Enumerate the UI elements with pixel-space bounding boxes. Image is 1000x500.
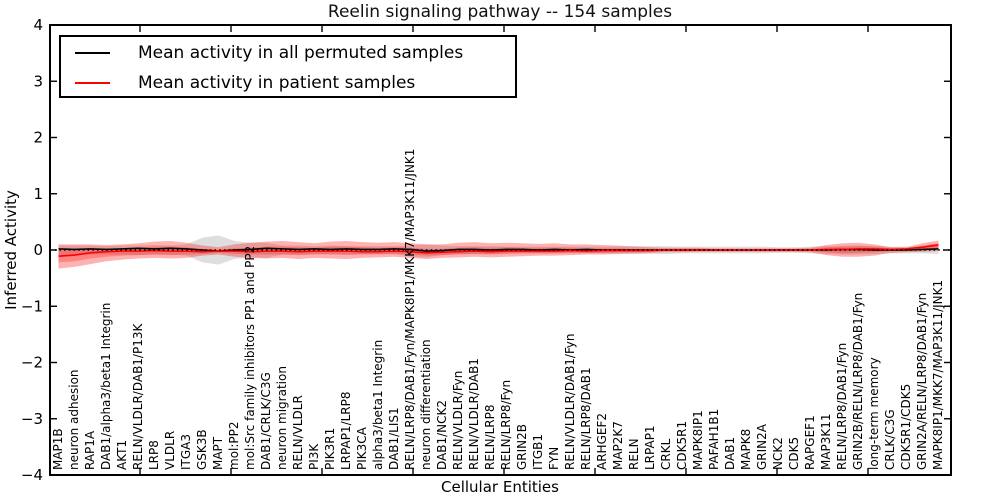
y-tick-label: −4 [21,466,43,484]
legend-item-permuted: Mean activity in all permuted samples [61,39,515,67]
y-tick-label: −2 [21,354,43,372]
entity-label: RELN/VLDLR/Fyn [451,371,465,470]
y-tick-label: 3 [33,72,43,90]
y-tick-label: −3 [21,410,43,428]
entity-label: PIK3CA [355,426,369,470]
patient-line-swatch [75,82,110,84]
entity-label: LRP8 [147,440,161,470]
legend-label-permuted: Mean activity in all permuted samples [138,43,464,63]
entity-label: RELN [627,438,641,470]
entity-label: CDK5R1 [675,421,689,470]
legend-label-patient: Mean activity in patient samples [138,73,416,93]
entity-label: RELN/LRP8/Fyn [499,380,513,470]
entity-label: mol:Src family inhibitors PP1 and PP2 [243,246,257,470]
entity-label: RELN/LRP8 [483,404,497,470]
entity-label: DAB1/CRLK/C3G [259,372,273,470]
entity-label: alpha3/beta1 Integrin [371,340,385,470]
entity-label: GRIN2B/RELN/LRP8/DAB1/Fyn [851,293,865,470]
entity-label: PIK3R1 [323,428,337,470]
entity-label: RELN/LRP8/DAB1 [579,367,593,470]
entity-label: MAP2K7 [611,421,625,470]
entity-label: DAB1/alpha3/beta1 Integrin [99,303,113,470]
y-tick-label: 2 [33,129,43,147]
entity-label: MAPT [211,436,225,470]
entity-label: LRPAP1 [643,425,657,470]
entity-label: DAB1 [723,437,737,470]
entity-label: MAPK8IP1 [691,410,705,470]
series-line-patient [58,244,939,257]
entity-label: FYN [547,447,561,470]
entity-label: GSK3B [195,429,209,470]
legend-item-patient: Mean activity in patient samples [61,69,515,97]
entity-label: RELN/VLDLR [291,395,305,470]
entity-label: RELN/LRP8/DAB1/Fyn/MAPK8IP1/MKK7/MAP3K11… [403,149,417,470]
entity-label: CRLK/C3G [883,409,897,470]
entity-label: DAB1/LIS1 [387,407,401,470]
entity-label: neuron differentiation [419,339,433,470]
entity-label: neuron migration [275,366,289,470]
entity-label: CDK5R1/CDK5 [899,384,913,470]
entity-label: neuron adhesion [67,369,81,470]
y-tick-label: 4 [33,16,43,34]
entity-label: RELN/VLDLR/DAB1 [467,358,481,470]
entity-label: RAPGEF1 [803,415,817,470]
entity-label: MAP3K11 [819,413,833,470]
y-axis-label: Inferred Activity [2,190,20,310]
entity-label: RELN/VLDLR/DAB1/P13K [131,323,145,470]
entity-label: GRIN2B [515,424,529,470]
entity-label: MAPK8 [739,429,753,470]
entity-label: DAB1/NCK2 [435,400,449,470]
y-tick-label: −1 [21,297,43,315]
band-patient-samples-spread-outer [58,240,939,269]
entity-label: CDK5 [787,437,801,470]
entity-label: ITGA3 [179,434,193,470]
x-axis-label: Cellular Entities [441,478,559,496]
entity-label: ARHGEF2 [595,413,609,470]
entity-label: GRIN2A/RELN/LRP8/DAB1/Fyn [915,293,929,470]
entity-label: PI3K [307,443,321,470]
entity-label: GRIN2A [755,423,769,470]
y-tick-label: 1 [33,185,43,203]
y-tick-label: 0 [33,241,43,259]
entity-label: long-term memory [867,357,881,470]
chart-title: Reelin signaling pathway -- 154 samples [327,2,673,22]
entity-label: MAP1B [51,428,65,470]
entity-label: MAPK8IP1/MKK7/MAP3K11/JNK1 [931,280,945,470]
legend: Mean activity in all permuted samples Me… [59,35,517,98]
entity-label: CRKL [659,438,673,470]
entity-label: NCK2 [771,437,785,470]
entity-label: RAP1A [83,430,97,470]
permuted-line-swatch [75,52,110,54]
entity-label: LRPAP1/LRP8 [339,391,353,470]
entity-label: PAFAH1B1 [707,409,721,470]
entity-label: AKT1 [115,440,129,470]
entity-label: VLDLR [163,431,177,470]
entity-label: RELN/VLDLR/DAB1/Fyn [563,334,577,470]
entity-label: mol:PP2 [227,421,241,470]
entity-label: ITGB1 [531,434,545,470]
entity-label: RELN/LRP8/DAB1/Fyn [835,343,849,470]
